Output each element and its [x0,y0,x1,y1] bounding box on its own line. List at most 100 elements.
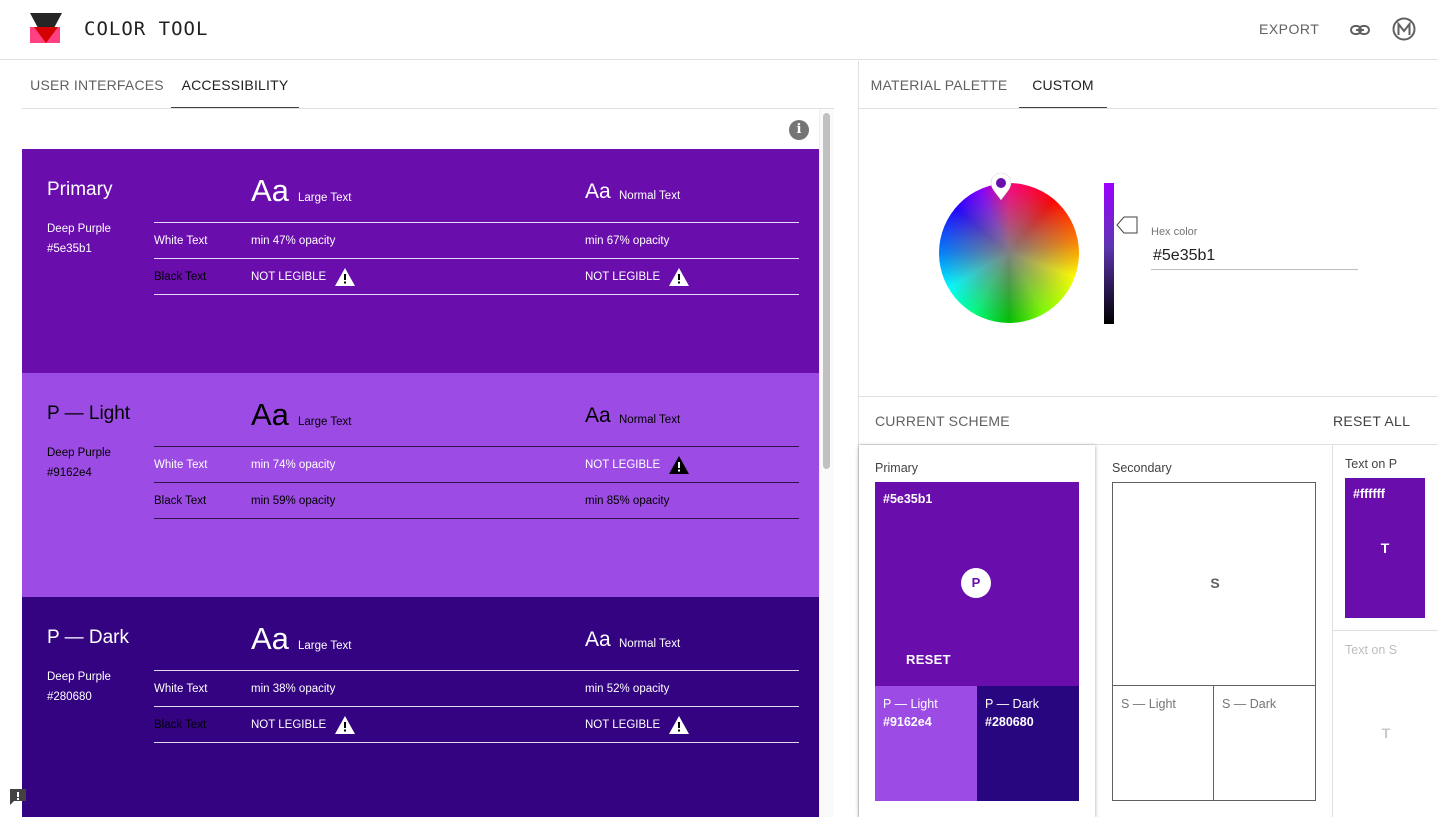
reset-all-button[interactable]: RESET ALL [1333,413,1411,429]
large-text-label: Large Text [298,416,352,428]
swatch-hex: #280680 [47,691,92,703]
white-normal-result: min 67% opacity [585,235,670,247]
text-on-s-title: Text on S [1345,643,1398,657]
white-text-label: White Text [154,683,208,695]
app-title: COLOR TOOL [84,18,209,40]
primary-scheme-card[interactable]: Primary #5e35b1 P RESET P — Light #9162e… [859,445,1095,817]
swatch-title: P — Dark [47,627,130,648]
primary-light-swatch[interactable]: P — Light #9162e4 [875,686,977,801]
info-icon[interactable]: i [789,120,809,140]
white-text-label: White Text [154,459,208,471]
swatch-title: Primary [47,179,113,200]
text-on-secondary-card[interactable]: Text on S T [1333,631,1438,817]
warning-icon [669,716,689,734]
warning-icon [335,716,355,734]
divider [154,222,799,223]
black-text-label: Black Text [154,271,207,283]
primary-card-title: Primary [875,461,919,475]
secondary-dark-swatch[interactable]: S — Dark [1213,685,1316,801]
secondary-swatch[interactable]: S [1112,482,1316,686]
swatch-title: P — Light [47,403,131,424]
swatch-color-name: Deep Purple [47,223,111,235]
swatch-hex: #5e35b1 [47,243,92,255]
normal-text-label: Normal Text [619,414,681,426]
white-large-result: min 47% opacity [251,235,336,247]
large-text-sample: Aa [251,173,289,208]
divider [154,670,799,671]
hex-color-input[interactable] [1151,243,1358,270]
large-text-sample: Aa [251,621,289,656]
text-on-p-title: Text on P [1345,457,1398,471]
warning-icon [669,456,689,474]
reset-button[interactable]: RESET [906,652,951,667]
black-normal-result: min 85% opacity [585,495,670,507]
normal-text-label: Normal Text [619,638,681,650]
swatch-hex: #9162e4 [47,467,92,479]
slider-handle[interactable] [1115,215,1139,235]
normal-text-sample: Aa [585,628,611,651]
white-normal-result: NOT LEGIBLE [585,459,661,471]
text-on-primary-card[interactable]: Text on P #ffffff T [1333,445,1438,631]
tab-user-interfaces[interactable]: USER INTERFACES [30,77,164,93]
white-text-label: White Text [154,235,208,247]
tabs-divider [859,108,1438,109]
black-large-result: NOT LEGIBLE [251,271,327,283]
secondary-light-label: S — Light [1121,697,1176,711]
link-icon[interactable] [1349,20,1371,40]
text-on-p-hex: #ffffff [1353,487,1385,501]
accessibility-panel: USER INTERFACES ACCESSIBILITY i Primary … [0,61,858,817]
primary-dark-hex: #280680 [985,715,1034,729]
white-large-result: min 74% opacity [251,459,336,471]
large-text-label: Large Text [298,640,352,652]
brightness-slider[interactable] [1104,183,1114,324]
divider [154,258,799,259]
primary-light-label: P — Light [883,697,938,711]
text-on-s-letter: T [1381,725,1391,741]
secondary-card-title: Secondary [1112,461,1172,475]
export-button[interactable]: EXPORT [1259,21,1320,37]
swatch-block-p-light: P — Light Deep Purple #9162e4 Aa Large T… [22,373,819,597]
divider [154,706,799,707]
black-normal-result: NOT LEGIBLE [585,719,661,731]
swatch-color-name: Deep Purple [47,447,111,459]
divider [154,742,799,743]
text-on-p-letter: T [1380,540,1390,556]
white-large-result: min 38% opacity [251,683,336,695]
tab-accessibility[interactable]: ACCESSIBILITY [171,61,299,109]
app-header: COLOR TOOL EXPORT [0,0,1438,60]
text-on-p-swatch[interactable]: #ffffff T [1345,478,1425,618]
large-text-sample: Aa [251,397,289,432]
black-large-result: NOT LEGIBLE [251,719,327,731]
primary-badge: P [961,568,991,598]
divider [154,518,799,519]
scrollbar-thumb[interactable] [823,113,830,469]
scheme-divider [859,444,1438,445]
swatch-block-primary: Primary Deep Purple #5e35b1 Aa Large Tex… [22,149,819,373]
color-wheel[interactable] [939,183,1079,323]
secondary-letter: S [1210,575,1220,591]
secondary-light-swatch[interactable]: S — Light [1112,685,1214,801]
black-normal-result: NOT LEGIBLE [585,271,661,283]
black-large-result: min 59% opacity [251,495,336,507]
secondary-dark-label: S — Dark [1222,697,1277,711]
tab-material-palette[interactable]: MATERIAL PALETTE [870,77,1008,93]
swatch-color-name: Deep Purple [47,671,111,683]
swatch-block-p-dark: P — Dark Deep Purple #280680 Aa Large Te… [22,597,819,817]
secondary-scheme-card[interactable]: Secondary S S — Light S — Dark [1096,445,1333,817]
feedback-icon[interactable] [8,787,28,807]
color-wheel-marker[interactable] [990,173,1012,201]
tab-custom[interactable]: CUSTOM [1019,61,1107,109]
white-normal-result: min 52% opacity [585,683,670,695]
primary-swatch[interactable]: #5e35b1 P RESET [875,482,1079,686]
primary-light-hex: #9162e4 [883,715,932,729]
warning-icon [669,268,689,286]
logo-icon [30,13,62,43]
hex-color-label: Hex color [1151,226,1198,238]
primary-dark-label: P — Dark [985,697,1039,711]
large-text-label: Large Text [298,192,352,204]
divider [154,446,799,447]
color-picker: Hex color [859,109,1438,397]
primary-dark-swatch[interactable]: P — Dark #280680 [977,686,1079,801]
material-m-icon[interactable] [1392,17,1416,41]
normal-text-sample: Aa [585,404,611,427]
